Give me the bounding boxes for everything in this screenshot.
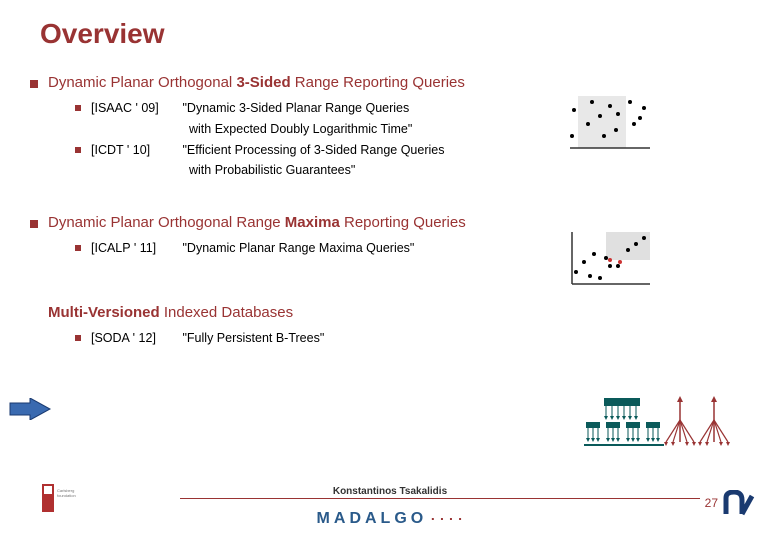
section-heading: Dynamic Planar Orthogonal Range Maxima R… (30, 214, 760, 231)
btree-diagram (580, 396, 750, 458)
bullet-icon (75, 105, 81, 111)
heading-bold: Multi-Versioned (48, 304, 160, 321)
section-maxima: Dynamic Planar Orthogonal Range Maxima R… (0, 214, 780, 258)
madalgo-logo: MADALGO ▪ ▪ ▪ ▪ (317, 510, 464, 528)
carlsberg-logo-icon: Carlsberg foundation (42, 484, 92, 514)
page-number: 27 (705, 496, 718, 510)
slide-footer: Konstantinos Tsakalidis Carlsberg founda… (0, 480, 780, 540)
bullet-icon (30, 80, 38, 88)
heading-part: Dynamic Planar Orthogonal Range (48, 214, 285, 231)
slide-title: Overview (0, 0, 780, 50)
aarhus-logo-icon (722, 490, 756, 518)
bullet-icon (30, 220, 38, 228)
citation-text: "Efficient Processing of 3-Sided Range Q… (182, 143, 444, 157)
sub-list: [SODA ' 12] "Fully Persistent B-Trees" (30, 329, 760, 348)
heading-bold: Maxima (285, 214, 340, 231)
citation-ref: [ICALP ' 11] (91, 239, 179, 258)
svg-text:foundation: foundation (57, 493, 76, 498)
section-heading: Multi-Versioned Indexed Databases (30, 304, 760, 321)
scatter-maxima-diagram (570, 232, 660, 298)
bullet-icon (75, 147, 81, 153)
citation-ref: [SODA ' 12] (91, 329, 179, 348)
heading-part: Reporting Queries (340, 214, 466, 231)
list-item: [SODA ' 12] "Fully Persistent B-Trees" (75, 329, 760, 348)
citation-ref: [ISAAC ' 09] (91, 99, 179, 118)
heading-part: Indexed Databases (160, 304, 293, 321)
heading-bold: 3-Sided (236, 74, 290, 91)
section-3sided: Dynamic Planar Orthogonal 3-Sided Range … (0, 74, 780, 180)
bullet-icon (75, 335, 81, 341)
section-multiversion: Multi-Versioned Indexed Databases [SODA … (0, 304, 780, 348)
footer-divider (180, 498, 700, 499)
current-section-arrow-icon (8, 398, 52, 420)
heading-part: Range Reporting Queries (291, 74, 465, 91)
footer-author: Konstantinos Tsakalidis (333, 486, 447, 497)
citation-text: "Dynamic Planar Range Maxima Queries" (182, 241, 414, 255)
citation-cont: with Probabilistic Guarantees" (189, 161, 355, 180)
scatter-3sided-diagram (570, 96, 660, 166)
bullet-icon (75, 245, 81, 251)
logo-dots-icon: ▪ ▪ ▪ ▪ (427, 514, 463, 523)
citation-text: "Dynamic 3-Sided Planar Range Queries (182, 101, 409, 115)
citation-text: "Fully Persistent B-Trees" (182, 331, 324, 345)
citation-ref: [ICDT ' 10] (91, 141, 179, 160)
citation-cont: with Expected Doubly Logarithmic Time" (189, 120, 412, 139)
heading-part: Dynamic Planar Orthogonal (48, 74, 236, 91)
section-heading: Dynamic Planar Orthogonal 3-Sided Range … (30, 74, 760, 91)
